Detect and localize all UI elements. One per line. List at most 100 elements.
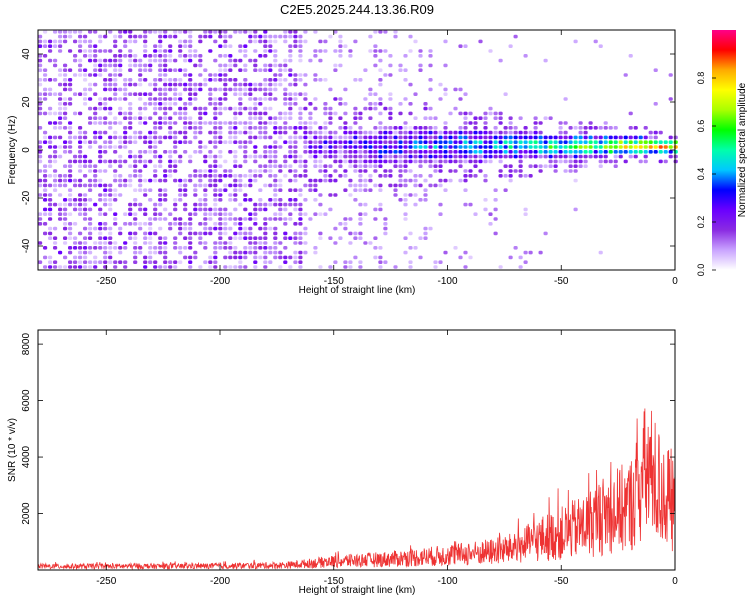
heat-cell [193,97,198,101]
heat-cell [238,111,243,116]
heat-cell [413,116,418,120]
heat-cell [108,246,113,250]
heat-cell [138,183,143,188]
heat-cell [173,202,178,207]
heat-cell [278,198,283,202]
heat-cell [173,135,178,140]
heat-cell [88,44,93,48]
heat-cell [173,169,178,173]
heat-cell [103,145,108,149]
heat-cell [328,265,333,269]
heat-cell [643,150,648,154]
heat-cell [193,231,198,236]
heat-cell [118,140,123,144]
heat-cell [298,49,303,53]
heat-cell [198,202,203,207]
heat-cell [123,178,128,183]
heat-cell [38,222,43,226]
heat-cell [248,154,253,159]
heat-cell [153,231,158,236]
heat-cell [413,154,418,159]
heat-cell [323,169,328,173]
heat-cell [378,188,383,192]
heat-cell [48,174,53,178]
heat-cell [283,58,288,63]
heat-cell [313,97,318,101]
heat-cell [503,92,508,96]
heat-cell [358,183,363,188]
heat-cell [78,130,83,135]
heat-cell [433,164,438,168]
heat-cell [143,102,148,106]
heat-cell [463,154,468,159]
heat-cell [83,202,88,207]
heat-cell [228,126,233,130]
y-tick-label: 2000 [21,502,32,525]
heat-cell [233,30,238,34]
heat-cell [88,30,93,34]
heat-cell [263,231,268,236]
heat-cell [83,217,88,221]
heat-cell [198,265,203,269]
heat-cell [98,169,103,173]
heat-cell [273,241,278,245]
heat-cell [143,121,148,125]
heat-cell [658,140,663,144]
heat-cell [163,250,168,255]
heat-cell [403,250,408,255]
heat-cell [113,34,118,39]
heat-cell [543,145,548,149]
heat-cell [283,217,288,221]
heat-cell [293,102,298,106]
heat-cell [213,39,218,44]
heat-cell [78,39,83,44]
heat-cell [148,217,153,221]
heat-cell [383,169,388,173]
heat-cell [198,73,203,77]
heat-cell [83,198,88,202]
heat-cell [68,140,73,144]
heat-cell [418,135,423,140]
heat-cell [168,135,173,140]
heat-cell [193,193,198,197]
heat-cell [383,154,388,159]
heat-cell [263,164,268,168]
heat-cell [113,217,118,221]
heat-cell [558,145,563,149]
heat-cell [83,207,88,212]
heat-cell [648,140,653,144]
heat-cell [78,73,83,77]
heat-cell [208,102,213,106]
heat-cell [208,87,213,92]
x-tick-label: -200 [210,576,230,587]
heat-cell [243,44,248,48]
heat-cell [298,265,303,269]
heat-cell [168,87,173,92]
heat-cell [128,126,133,130]
heat-cell [193,54,198,58]
heat-cell [223,212,228,216]
heat-cell [278,116,283,120]
heat-cell [318,126,323,130]
heat-cell [583,140,588,144]
heat-cell [428,116,433,120]
heat-cell [243,246,248,250]
heat-cell [128,183,133,188]
heat-cell [378,154,383,159]
x-tick-label: -250 [96,276,116,287]
heat-cell [83,87,88,92]
heat-cell [43,130,48,135]
heat-cell [378,145,383,149]
heat-cell [178,222,183,226]
heat-cell [468,121,473,125]
heat-cell [398,102,403,106]
heat-cell [393,164,398,168]
heat-cell [58,82,63,87]
heat-cell [303,174,308,178]
heat-cell [158,226,163,231]
heat-cell [273,82,278,87]
heat-cell [538,121,543,125]
heat-cell [648,130,653,135]
heat-cell [238,145,243,149]
heat-cell [473,116,478,120]
